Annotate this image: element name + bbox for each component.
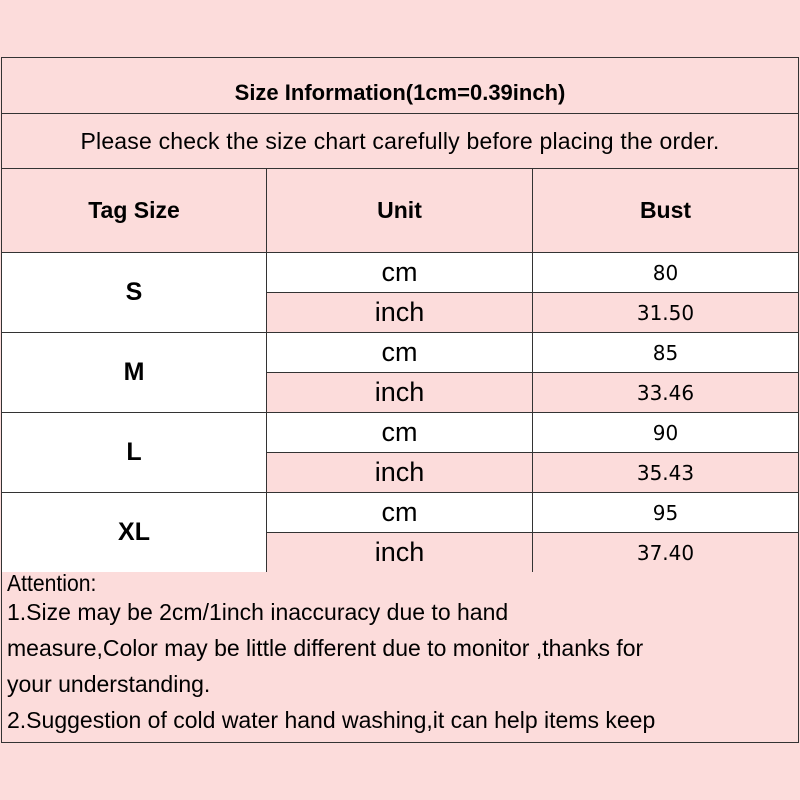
unit-inch-cell: inch	[266, 292, 533, 333]
tag-size-cell: M	[1, 332, 267, 413]
bust-cm-value: 80	[532, 252, 799, 293]
attention-line: measure,Color may be little different du…	[7, 635, 644, 661]
unit-cm-cell: cm	[266, 492, 533, 533]
attention-line: 1.Size may be 2cm/1inch inaccuracy due t…	[7, 599, 509, 625]
chart-title: Size Information(1cm=0.39inch)	[1, 57, 799, 114]
tag-size-cell: S	[1, 252, 267, 333]
bust-inch-value: 33.46	[532, 372, 799, 413]
notice-text: Please check the size chart carefully be…	[1, 113, 799, 169]
unit-inch-cell: inch	[266, 452, 533, 493]
bust-cm-value: 85	[532, 332, 799, 373]
bust-cm-value: 95	[532, 492, 799, 533]
attention-notes: Attention: 1.Size may be 2cm/1inch inacc…	[1, 572, 799, 743]
unit-cm-cell: cm	[266, 332, 533, 373]
attention-line: your understanding.	[7, 671, 211, 697]
tag-size-cell: XL	[1, 492, 267, 573]
bust-inch-value: 37.40	[532, 532, 799, 573]
unit-cm-cell: cm	[266, 252, 533, 293]
tag-size-cell: L	[1, 412, 267, 493]
bust-inch-value: 31.50	[532, 292, 799, 333]
unit-inch-cell: inch	[266, 372, 533, 413]
header-bust: Bust	[532, 168, 799, 253]
attention-line: 2.Suggestion of cold water hand washing,…	[7, 707, 656, 733]
bust-inch-value: 35.43	[532, 452, 799, 493]
attention-heading: Attention:	[7, 570, 97, 596]
unit-inch-cell: inch	[266, 532, 533, 573]
header-unit: Unit	[266, 168, 533, 253]
header-tag-size: Tag Size	[1, 168, 267, 253]
unit-cm-cell: cm	[266, 412, 533, 453]
bust-cm-value: 90	[532, 412, 799, 453]
